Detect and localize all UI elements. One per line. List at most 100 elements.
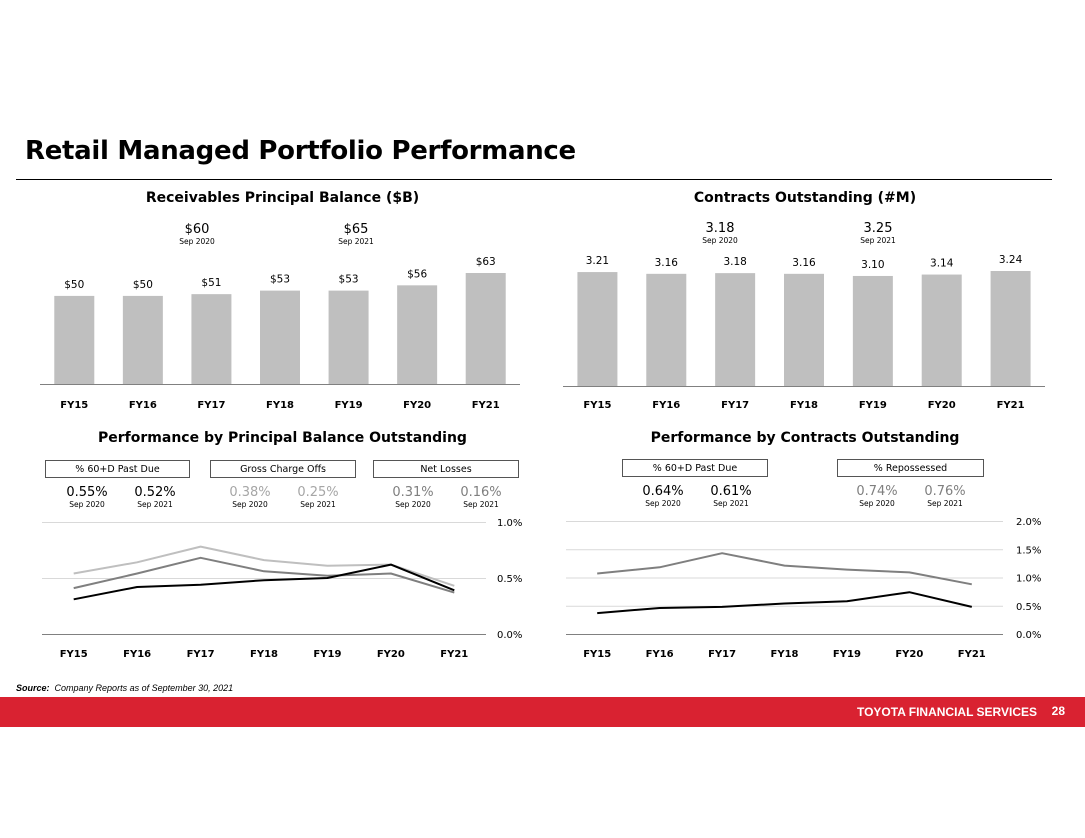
x-tick-label: FY17 <box>721 400 749 411</box>
bar-data-label: 3.21 <box>586 255 609 267</box>
bar-fy20 <box>921 274 962 386</box>
perf-contracts-chart-title: Performance by Contracts Outstanding <box>650 430 960 446</box>
bar-fy15 <box>577 272 618 386</box>
series-line-net-losses <box>73 556 455 594</box>
series-line-60-d-past-due <box>73 563 455 601</box>
kpi-date: Sep 2021 <box>463 500 499 509</box>
x-tick-label: FY18 <box>266 400 294 411</box>
bar-data-label: $53 <box>339 274 359 286</box>
receivables-chart-title: Receivables Principal Balance ($B) <box>145 190 420 206</box>
bar-data-label: $63 <box>476 256 496 268</box>
kpi-value: 0.52% <box>134 485 176 500</box>
x-tick-label: FY21 <box>472 400 500 411</box>
y-tick-label: 0.0% <box>497 630 522 641</box>
highlight-date: Sep 2021 <box>338 237 374 246</box>
kpi-contracts-60d-sep2020: 0.64% Sep 2020 <box>633 484 693 509</box>
kpi-value: 0.55% <box>66 485 108 500</box>
bar-fy17 <box>191 294 232 384</box>
bar-fy15 <box>54 295 95 384</box>
highlight-date: Sep 2020 <box>179 237 215 246</box>
x-tick-label: FY21 <box>997 400 1025 411</box>
source-note: Source: Company Reports as of September … <box>16 683 233 693</box>
x-tick-label: FY18 <box>250 649 278 660</box>
kpi-value: 0.61% <box>710 484 752 499</box>
highlight-value: $65 <box>343 222 369 237</box>
x-tick-label: FY20 <box>895 649 923 660</box>
receivables-highlight-sep2020: $60 Sep 2020 <box>157 222 237 247</box>
bar-data-label: 3.14 <box>930 258 954 270</box>
kpi-value: 0.31% <box>392 485 434 500</box>
y-tick-label: 1.0% <box>497 518 522 529</box>
y-tick-label: 1.0% <box>1016 574 1041 585</box>
x-tick-label: FY16 <box>646 649 674 660</box>
series-line-repossessed <box>597 552 972 586</box>
y-tick-label: 0.5% <box>1016 602 1041 613</box>
x-tick-label: FY19 <box>859 400 887 411</box>
x-tick-label: FY17 <box>708 649 736 660</box>
bar-fy20 <box>397 285 438 384</box>
bar-fy18 <box>784 273 824 386</box>
footer-bar: TOYOTA FINANCIAL SERVICES 28 <box>0 697 1085 727</box>
x-tick-label: FY19 <box>335 400 363 411</box>
bar-fy16 <box>122 295 163 384</box>
kpi-label-contracts-60d-past-due: % 60+D Past Due <box>622 459 768 477</box>
bar-data-label: 3.24 <box>999 254 1023 266</box>
series-line-gross-charge-offs <box>73 545 455 587</box>
x-tick-label: FY18 <box>790 400 818 411</box>
x-tick-label: FY20 <box>403 400 431 411</box>
kpi-value: 0.38% <box>229 485 271 500</box>
kpi-contracts-60d-sep2021: 0.61% Sep 2021 <box>701 484 761 509</box>
bar-data-label: $53 <box>270 274 290 286</box>
kpi-label-60d-past-due: % 60+D Past Due <box>45 460 190 478</box>
kpi-value: 0.64% <box>642 484 684 499</box>
x-tick-label: FY21 <box>440 649 468 660</box>
kpi-date: Sep 2021 <box>713 499 749 508</box>
bar-data-label: 3.16 <box>792 257 816 269</box>
bar-data-label: $50 <box>64 279 84 291</box>
kpi-value: 0.25% <box>297 485 339 500</box>
highlight-value: 3.18 <box>705 221 735 236</box>
bar-fy19 <box>328 290 369 384</box>
highlight-date: Sep 2020 <box>702 236 738 245</box>
page-title: Retail Managed Portfolio Performance <box>25 136 576 166</box>
contracts-chart-title: Contracts Outstanding (#M) <box>693 190 917 206</box>
bar-fy16 <box>646 273 687 386</box>
title-divider <box>16 179 1052 180</box>
x-tick-label: FY16 <box>652 400 680 411</box>
highlight-value: 3.25 <box>863 221 893 236</box>
kpi-gco-sep2020: 0.38% Sep 2020 <box>220 485 280 510</box>
bar-fy19 <box>852 275 893 386</box>
kpi-value: 0.76% <box>924 484 966 499</box>
kpi-gco-sep2021: 0.25% Sep 2021 <box>288 485 348 510</box>
kpi-date: Sep 2020 <box>859 499 895 508</box>
bar-data-label: $50 <box>133 279 153 291</box>
bar-data-label: 3.18 <box>723 256 746 268</box>
contracts-highlight-sep2021: 3.25 Sep 2021 <box>838 221 918 246</box>
kpi-date: Sep 2021 <box>300 500 336 509</box>
page-number: 28 <box>1051 704 1065 718</box>
kpi-repo-sep2020: 0.74% Sep 2020 <box>847 484 907 509</box>
x-tick-label: FY17 <box>197 400 225 411</box>
x-tick-label: FY19 <box>833 649 861 660</box>
kpi-label-repossessed: % Repossessed <box>837 459 984 477</box>
perf-balance-chart-title: Performance by Principal Balance Outstan… <box>98 430 467 446</box>
bar-fy21 <box>465 273 506 384</box>
source-label: Source: <box>16 683 50 693</box>
bar-fy18 <box>260 290 300 384</box>
x-tick-label: FY20 <box>928 400 956 411</box>
bar-fy17 <box>715 273 756 386</box>
kpi-repo-sep2021: 0.76% Sep 2021 <box>915 484 975 509</box>
y-tick-label: 0.0% <box>1016 630 1041 641</box>
x-tick-label: FY19 <box>313 649 341 660</box>
kpi-60d-sep2021: 0.52% Sep 2021 <box>125 485 185 510</box>
y-tick-label: 2.0% <box>1016 517 1041 528</box>
x-tick-label: FY15 <box>60 400 88 411</box>
x-tick-label: FY20 <box>377 649 405 660</box>
bar-fy21 <box>990 271 1031 386</box>
bar-data-label: $56 <box>407 268 427 280</box>
kpi-date: Sep 2020 <box>395 500 431 509</box>
x-tick-label: FY16 <box>123 649 151 660</box>
highlight-date: Sep 2021 <box>860 236 896 245</box>
footer-brand: TOYOTA FINANCIAL SERVICES <box>856 705 1037 719</box>
x-tick-label: FY15 <box>583 400 611 411</box>
